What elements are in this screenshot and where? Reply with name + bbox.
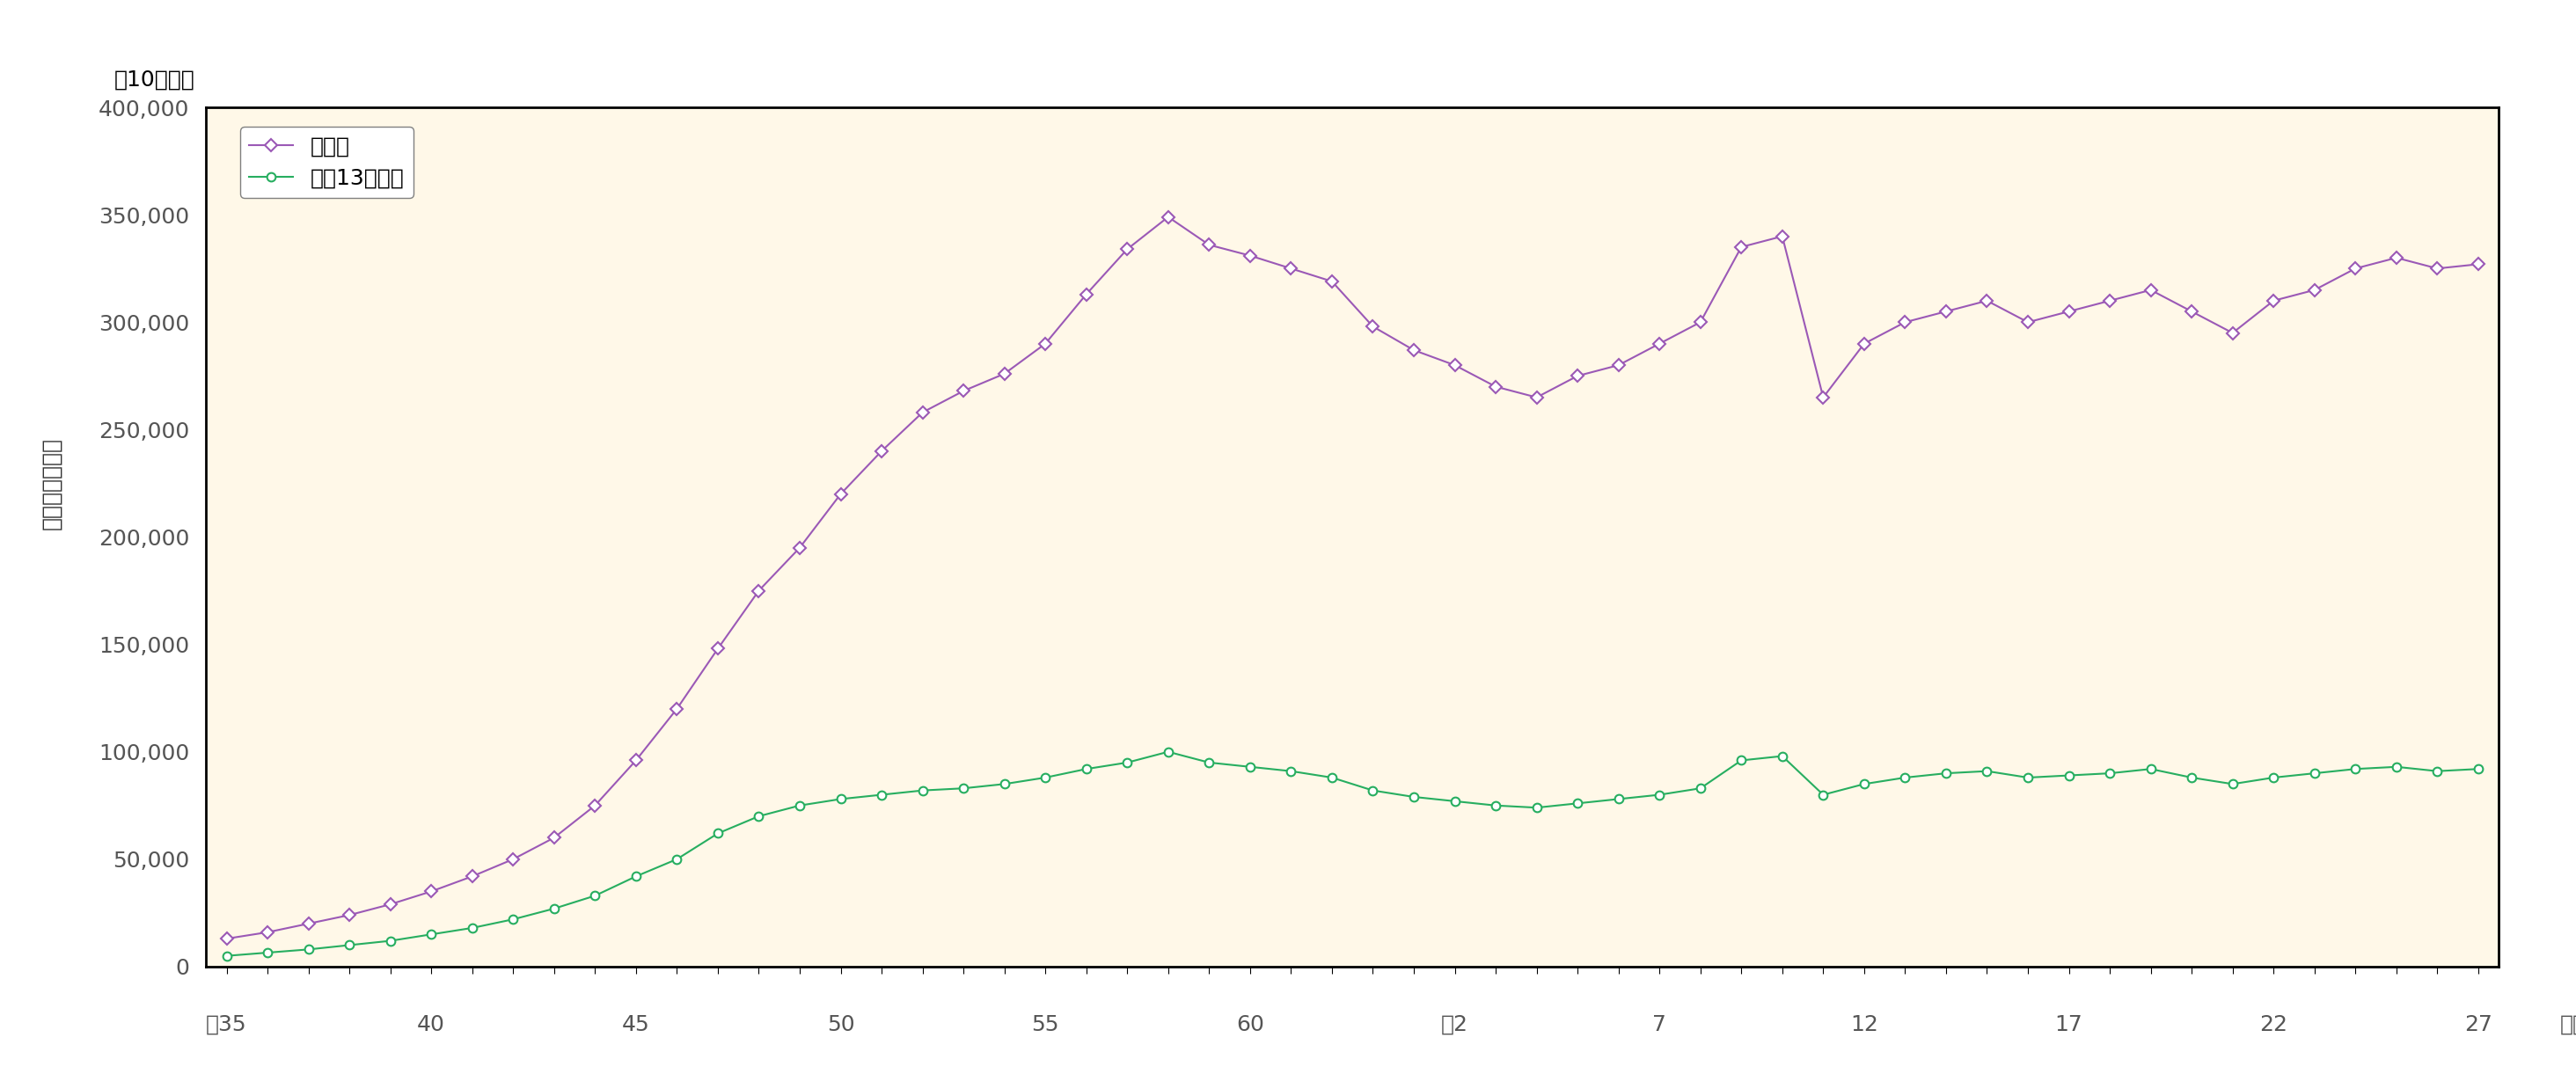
全国計	[1726, 241, 1757, 253]
全国計	[1643, 337, 1674, 350]
Text: 12: 12	[1850, 1014, 1878, 1035]
全国計	[1971, 294, 2002, 307]
関係13府県計	[1643, 788, 1674, 801]
Line: 関係13府県計: 関係13府県計	[222, 748, 2483, 960]
関係13府県計	[1151, 745, 1182, 758]
関係13府県計	[1971, 765, 2002, 778]
Text: 55: 55	[1030, 1014, 1059, 1035]
Text: 7: 7	[1651, 1014, 1667, 1035]
関係13府県計	[1522, 801, 1553, 814]
関係13府県計	[1726, 754, 1757, 767]
Text: 製造品出荷類等: 製造品出荷類等	[41, 437, 62, 529]
Text: 17: 17	[2056, 1014, 2084, 1035]
全国計	[1151, 211, 1182, 223]
Legend: 全国計, 関係13府県計: 全国計, 関係13府県計	[240, 127, 412, 198]
全国計	[211, 932, 242, 945]
Text: 27: 27	[2465, 1014, 2491, 1035]
Text: 平2: 平2	[1440, 1014, 1468, 1035]
関係13府県計	[211, 949, 242, 962]
Text: 22: 22	[2259, 1014, 2287, 1035]
全国計	[2463, 258, 2494, 271]
Text: 40: 40	[417, 1014, 446, 1035]
Text: 昭35: 昭35	[206, 1014, 247, 1035]
Line: 全国計: 全国計	[222, 213, 2483, 943]
関係13府県計	[2463, 763, 2494, 775]
関係13府県計	[1030, 771, 1061, 784]
Text: 60: 60	[1236, 1014, 1265, 1035]
全国計	[1030, 337, 1061, 350]
Text: 50: 50	[827, 1014, 855, 1035]
Text: （年）: （年）	[2561, 1014, 2576, 1035]
全国計	[1522, 391, 1553, 404]
Text: （10億円）: （10億円）	[113, 69, 196, 90]
Text: 45: 45	[621, 1014, 649, 1035]
関係13府県計	[252, 946, 283, 959]
全国計	[252, 926, 283, 939]
